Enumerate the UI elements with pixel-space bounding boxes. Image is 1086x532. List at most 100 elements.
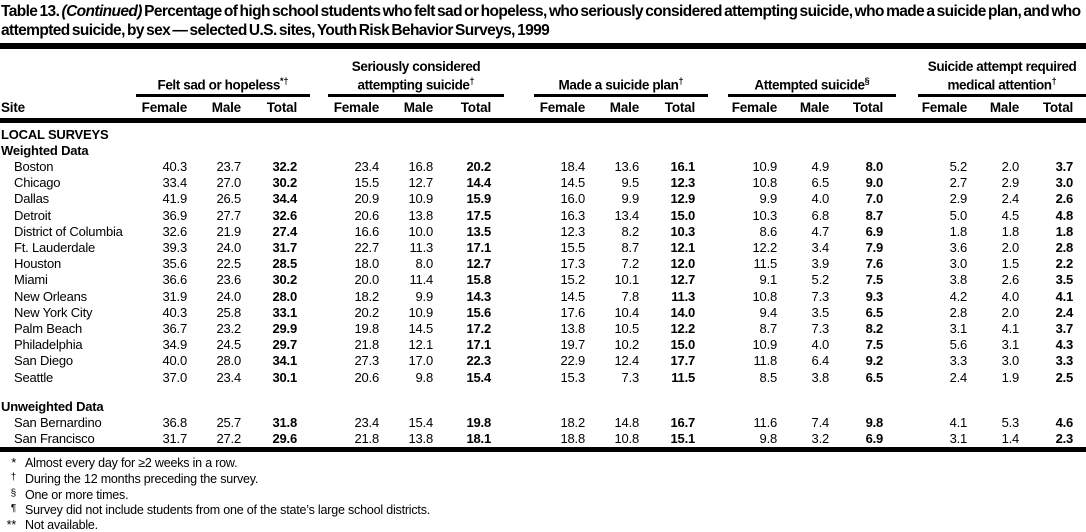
cell-value: 32.6 (162, 223, 187, 239)
cell-value: 12.4 (614, 353, 640, 369)
footnote-marker: † (10, 471, 17, 483)
cell-value: 21.8 (354, 337, 380, 353)
table-row: Seattle 37.0 23.4 30.1 20.6 9.8 15.4 15.3 7.3 11.… (0, 370, 1086, 386)
cell-value: 8.6 (759, 223, 778, 239)
cell-value: 7.0 (865, 191, 884, 207)
total-column-header: Total (842, 95, 897, 123)
cell-value: 3.1 (1001, 337, 1020, 353)
column-gap (504, 431, 534, 447)
cell-value: 15.1 (670, 431, 696, 447)
cell-value: 10.9 (752, 158, 778, 174)
column-gap (896, 208, 918, 224)
cell-value: 4.7 (811, 223, 830, 239)
cell-value: 4.0 (811, 337, 830, 353)
cell-value: 4.9 (811, 158, 830, 174)
cell-value: 9.9 (415, 288, 434, 304)
cell-value: 9.8 (759, 431, 778, 447)
site-name: New Orleans (14, 288, 87, 304)
column-gap (896, 191, 918, 207)
table-title-continued: (Continued) (61, 3, 143, 20)
cell-value: 3.7 (1055, 320, 1074, 336)
cell-value: 8.2 (865, 320, 884, 336)
footnote-text: Not available. (25, 517, 98, 532)
cell-value: 1.8 (949, 223, 968, 239)
cell-value: 30.2 (272, 175, 298, 191)
cell-value: 2.5 (1055, 369, 1074, 385)
column-gap (504, 208, 534, 224)
cell-value: 15.4 (408, 414, 434, 430)
table-row: San Bernardino 36.8 25.7 31.8 23.4 15.4 19.8 18… (0, 415, 1086, 431)
cell-value: 14.3 (466, 288, 492, 304)
subsection-heading: Weighted Data (0, 143, 1086, 159)
cell-value: 36.9 (162, 207, 187, 223)
column-gap (708, 272, 728, 288)
statistics-table: Site Felt sad or hopeless*† Seriously co… (0, 49, 1086, 447)
male-column-header: Male (980, 95, 1033, 123)
cell-value: 26.5 (216, 191, 241, 207)
cell-value: 36.7 (162, 320, 187, 336)
cell-value: 6.8 (811, 207, 830, 223)
table-row: District of Columbia 32.6 21.9 27.4 16.6 10.0… (0, 224, 1086, 240)
site-name: Dallas (14, 191, 49, 207)
cell-value: 12.3 (560, 223, 586, 239)
female-column-header: Female (728, 95, 791, 123)
cell-value: 11.3 (409, 239, 434, 255)
cell-value: 15.4 (466, 369, 492, 385)
cell-value: 23.4 (354, 414, 380, 430)
cell-value: 4.3 (1055, 337, 1074, 353)
cell-value: 15.9 (466, 191, 492, 207)
footnote-ref: † (469, 76, 475, 86)
cell-value: 23.6 (216, 272, 241, 288)
cell-value: 15.5 (560, 239, 586, 255)
cell-value: 4.6 (1055, 414, 1074, 430)
column-gap (504, 370, 534, 386)
cell-value: 8.7 (865, 207, 884, 223)
total-column-header: Total (254, 95, 311, 123)
column-gap (708, 305, 728, 321)
column-gap (310, 208, 328, 224)
column-gap (896, 240, 918, 256)
cell-value: 29.9 (272, 320, 298, 336)
column-gap (310, 191, 328, 207)
cell-value: 27.2 (216, 431, 241, 447)
cell-value: 2.7 (949, 175, 968, 191)
column-gap (708, 415, 728, 431)
cell-value: 32.2 (272, 158, 298, 174)
cell-value: 12.2 (670, 320, 696, 336)
column-gap (708, 289, 728, 305)
cell-value: 10.9 (752, 337, 778, 353)
group-header-medical-attention: Suicide attempt required medical attenti… (918, 49, 1086, 97)
female-column-header: Female (534, 95, 599, 123)
table-header: Site Felt sad or hopeless*† Seriously co… (0, 49, 1086, 123)
column-gap (504, 49, 534, 95)
cell-value: 3.1 (949, 320, 968, 336)
table-row: Boston 40.3 23.7 32.2 23.4 16.8 20.2 18.4 13.6 16… (0, 159, 1086, 175)
table-wrap: Site Felt sad or hopeless*† Seriously co… (0, 49, 1086, 453)
male-column-header: Male (598, 95, 653, 123)
cell-value: 13.4 (614, 207, 640, 223)
cell-value: 16.8 (408, 158, 434, 174)
cell-value: 3.9 (811, 256, 830, 272)
cell-value: 9.9 (621, 191, 640, 207)
column-gap (896, 175, 918, 191)
cell-value: 19.8 (466, 414, 492, 430)
cell-value: 36.6 (162, 272, 187, 288)
column-gap (310, 305, 328, 321)
cell-value: 33.1 (272, 304, 298, 320)
site-name: Chicago (14, 175, 61, 191)
cell-value: 11.5 (671, 369, 696, 385)
cell-value: 16.6 (354, 223, 380, 239)
cell-value: 3.8 (949, 272, 968, 288)
cell-value: 4.1 (1001, 320, 1020, 336)
column-gap (310, 240, 328, 256)
table-body: LOCAL SURVEYS Weighted Data Boston 40.3 23.7… (0, 120, 1086, 447)
footnote: † During the 12 months preceding the surv… (0, 471, 1086, 487)
cell-value: 10.9 (408, 304, 434, 320)
column-gap (708, 95, 729, 123)
column-gap (310, 353, 328, 369)
cell-value: 20.6 (354, 369, 380, 385)
site-name: District of Columbia (14, 223, 123, 239)
total-column-header: Total (1032, 95, 1086, 123)
cell-value: 27.7 (216, 207, 241, 223)
cell-value: 5.6 (949, 337, 968, 353)
